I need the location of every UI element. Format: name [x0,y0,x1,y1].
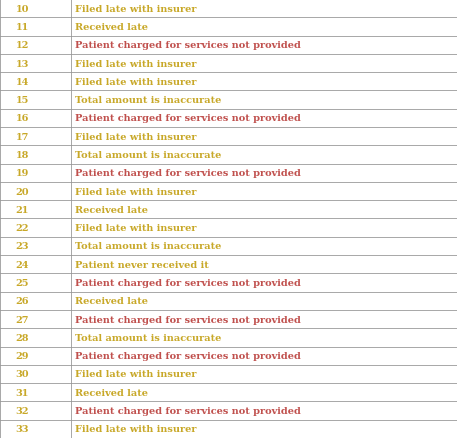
Bar [0,18,457,36]
Text: 29: 29 [16,351,29,360]
Bar [0,383,457,402]
Text: 24: 24 [16,260,29,269]
Text: Patient charged for services not provided: Patient charged for services not provide… [75,279,301,287]
Text: 30: 30 [16,370,29,378]
Text: 22: 22 [16,224,29,233]
Bar [0,201,457,219]
Text: Filed late with insurer: Filed late with insurer [75,187,197,196]
Text: Filed late with insurer: Filed late with insurer [75,60,197,68]
Text: 12: 12 [16,41,29,50]
Bar [0,146,457,164]
Text: Filed late with insurer: Filed late with insurer [75,370,197,378]
Bar [0,73,457,91]
Bar [0,365,457,383]
Bar [0,36,457,55]
Text: Patient charged for services not provided: Patient charged for services not provide… [75,169,301,178]
Text: Received late: Received late [75,23,149,32]
Bar [0,310,457,328]
Bar [0,274,457,292]
Text: Filed late with insurer: Filed late with insurer [75,224,197,233]
Text: 20: 20 [16,187,29,196]
Text: 13: 13 [16,60,29,68]
Text: 28: 28 [16,333,29,342]
Text: Patient charged for services not provided: Patient charged for services not provide… [75,406,301,415]
Text: Patient charged for services not provided: Patient charged for services not provide… [75,41,301,50]
Text: 17: 17 [16,132,29,141]
Bar [0,328,457,347]
Text: 23: 23 [16,242,29,251]
Text: 31: 31 [16,388,29,397]
Text: Received late: Received late [75,297,149,306]
Bar [0,164,457,183]
Bar [0,347,457,365]
Text: Patient charged for services not provided: Patient charged for services not provide… [75,315,301,324]
Text: 10: 10 [16,5,29,14]
Text: Total amount is inaccurate: Total amount is inaccurate [75,151,222,159]
Bar [0,219,457,237]
Bar [0,255,457,274]
Text: 18: 18 [16,151,29,159]
Text: Received late: Received late [75,388,149,397]
Text: 15: 15 [16,96,29,105]
Bar [0,110,457,128]
Text: Filed late with insurer: Filed late with insurer [75,5,197,14]
Text: 25: 25 [16,279,29,287]
Bar [0,402,457,420]
Text: Filed late with insurer: Filed late with insurer [75,132,197,141]
Text: Received late: Received late [75,205,149,214]
Text: 32: 32 [16,406,29,415]
Text: Patient never received it: Patient never received it [75,260,209,269]
Text: Total amount is inaccurate: Total amount is inaccurate [75,242,222,251]
Text: Filed late with insurer: Filed late with insurer [75,424,197,433]
Text: 33: 33 [16,424,29,433]
Text: 19: 19 [16,169,29,178]
Text: 26: 26 [16,297,29,306]
Text: Total amount is inaccurate: Total amount is inaccurate [75,96,222,105]
Bar [0,183,457,201]
Bar [0,292,457,310]
Text: Total amount is inaccurate: Total amount is inaccurate [75,333,222,342]
Bar [0,0,457,18]
Text: Patient charged for services not provided: Patient charged for services not provide… [75,114,301,123]
Text: 16: 16 [16,114,29,123]
Text: Patient charged for services not provided: Patient charged for services not provide… [75,351,301,360]
Text: Filed late with insurer: Filed late with insurer [75,78,197,87]
Bar [0,128,457,146]
Text: 11: 11 [16,23,29,32]
Text: 21: 21 [16,205,29,214]
Text: 27: 27 [16,315,29,324]
Bar [0,55,457,73]
Bar [0,91,457,110]
Bar [0,420,457,438]
Bar [0,237,457,255]
Text: 14: 14 [16,78,29,87]
